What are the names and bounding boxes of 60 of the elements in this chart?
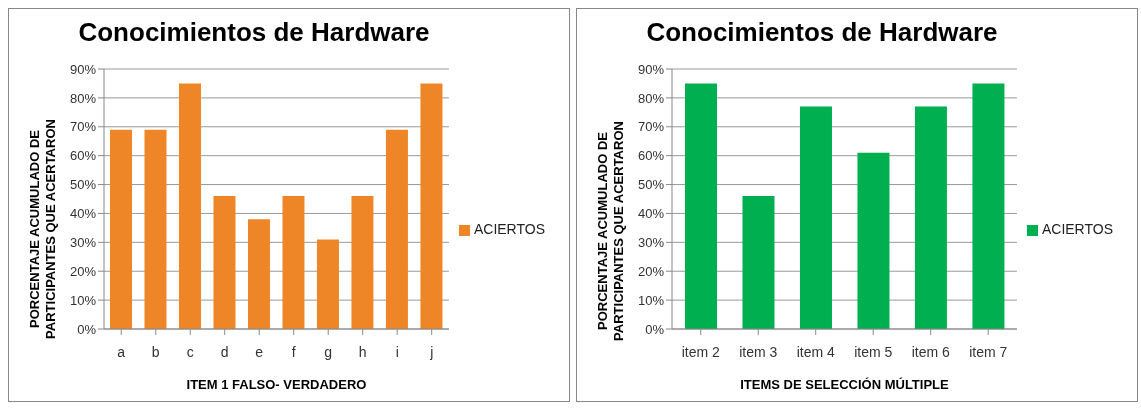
bar xyxy=(351,196,374,329)
y-tick-label: 90% xyxy=(69,61,97,77)
bar xyxy=(213,196,236,329)
y-tick-label: 60% xyxy=(69,148,97,164)
bar xyxy=(385,129,408,329)
y-tick-label: 60% xyxy=(637,148,665,164)
y-tick-label: 50% xyxy=(69,177,97,193)
y-tick-label: 10% xyxy=(637,292,665,308)
bar xyxy=(914,106,947,329)
bar xyxy=(799,106,832,329)
bar xyxy=(282,196,305,329)
bar xyxy=(685,83,717,329)
x-tick-label: item 6 xyxy=(911,343,950,360)
bar xyxy=(144,129,167,329)
bar xyxy=(972,83,1005,329)
x-tick-label: e xyxy=(255,343,264,360)
chart-title: Conocimientos de Hardware xyxy=(77,17,431,48)
y-tick-label: 80% xyxy=(637,90,665,106)
y-tick-label: 70% xyxy=(637,119,665,135)
x-tick-label: item 7 xyxy=(969,343,1008,360)
y-tick-label: 70% xyxy=(69,119,97,135)
y-tick-label: 20% xyxy=(69,263,97,279)
x-axis-title: ITEMS DE SELECCIÓN MÚLTIPLE xyxy=(740,377,950,392)
bar xyxy=(857,152,890,329)
bar xyxy=(178,83,201,329)
x-tick-label: item 2 xyxy=(681,343,721,360)
y-tick-label: 90% xyxy=(637,61,665,77)
x-tick-label: c xyxy=(186,343,194,360)
y-tick-label: 50% xyxy=(637,177,665,193)
bar xyxy=(742,196,775,329)
bar xyxy=(247,219,270,329)
y-tick-label: 20% xyxy=(637,263,665,279)
x-axis-title: ITEM 1 FALSO- VERDADERO xyxy=(186,377,367,392)
bar xyxy=(316,239,339,329)
x-tick-label: f xyxy=(291,343,296,360)
x-tick-label: h xyxy=(358,343,367,360)
y-tick-label: 30% xyxy=(637,234,665,250)
x-tick-label: d xyxy=(220,343,229,360)
x-tick-label: item 5 xyxy=(854,343,893,360)
y-tick-label: 40% xyxy=(637,206,665,222)
x-tick-label: g xyxy=(324,343,333,360)
x-tick-label: b xyxy=(151,343,160,360)
x-tick-label: j xyxy=(429,343,434,360)
legend-label: ACIERTOS xyxy=(1041,221,1113,237)
legend-label: ACIERTOS xyxy=(473,221,545,237)
y-tick-label: 40% xyxy=(69,206,97,222)
bar xyxy=(110,129,132,329)
y-axis-title: PORCENTAJE ACUMULADO DE PARTICIPANTES QUE ACERTARON xyxy=(27,119,58,339)
x-tick-label: item 3 xyxy=(739,343,778,360)
y-axis-title: PORCENTAJE ACUMULADO DE PARTICIPANTES QUE ACERTARON xyxy=(595,121,626,341)
bar xyxy=(420,83,443,329)
y-tick-label: 0% xyxy=(77,321,97,337)
y-tick-label: 30% xyxy=(69,234,97,250)
x-tick-label: item 4 xyxy=(796,343,835,360)
y-tick-label: 0% xyxy=(645,321,665,337)
x-tick-label: a xyxy=(117,343,126,360)
x-tick-label: i xyxy=(395,343,399,360)
chart-title: Conocimientos de Hardware xyxy=(645,17,999,48)
y-tick-label: 80% xyxy=(69,90,97,106)
y-tick-label: 10% xyxy=(69,292,97,308)
